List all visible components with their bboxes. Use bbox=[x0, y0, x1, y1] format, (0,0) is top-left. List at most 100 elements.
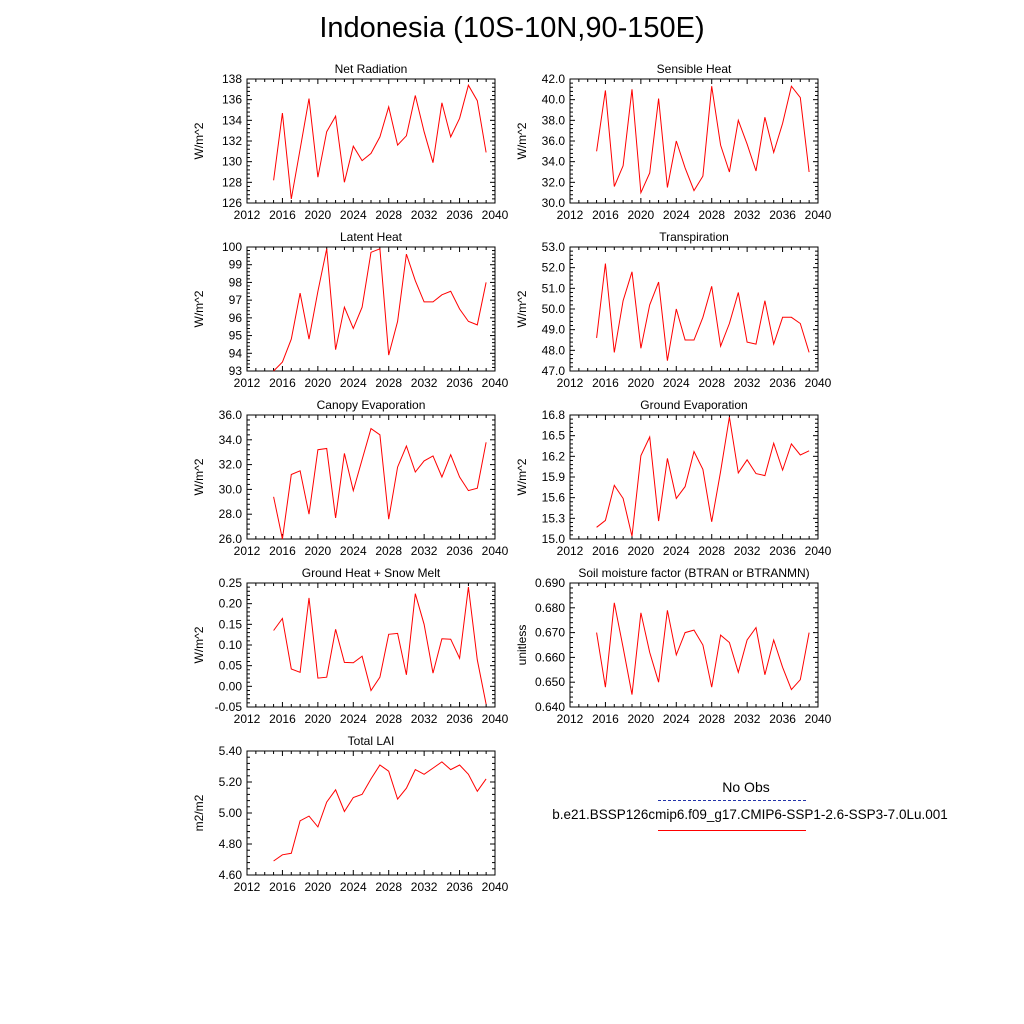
x-tick-label: 2024 bbox=[340, 376, 367, 390]
chart-panel-5: Canopy Evaporation W/m^2 2012 2016 2020 2024 2… bbox=[192, 398, 509, 558]
x-tick-label: 2020 bbox=[628, 712, 655, 726]
x-tick-label: 2024 bbox=[340, 712, 367, 726]
y-tick-label: 52.0 bbox=[542, 261, 566, 275]
x-tick-label: 2040 bbox=[805, 712, 832, 726]
y-tick-label: -0.05 bbox=[215, 700, 243, 714]
x-tick-label: 2032 bbox=[411, 208, 438, 222]
y-tick-label: 48.0 bbox=[542, 343, 566, 357]
y-tick-label: 49.0 bbox=[542, 323, 566, 337]
plot-frame bbox=[569, 582, 819, 708]
plot-frame bbox=[569, 414, 819, 540]
x-tick-label: 2032 bbox=[411, 880, 438, 894]
x-tick-label: 2016 bbox=[269, 208, 296, 222]
chart-panel-1: Net Radiation W/m^2 2012 2016 2020 2024 2028 20… bbox=[192, 62, 509, 222]
x-tick-label: 2016 bbox=[592, 544, 619, 558]
chart-panel-3: Latent Heat W/m^2 2012 2016 2020 2024 2028 2032… bbox=[192, 230, 509, 390]
series-line-1 bbox=[596, 85, 810, 195]
x-tick-label: 2036 bbox=[446, 208, 473, 222]
x-tick-label: 2020 bbox=[305, 376, 332, 390]
chart-panel-4: Transpiration W/m^2 2012 2016 2020 2024 2028 20… bbox=[515, 230, 832, 390]
chart-title: Ground Evaporation bbox=[640, 398, 747, 412]
legend-obs-line bbox=[658, 800, 806, 801]
plot-frame bbox=[246, 78, 496, 204]
y-tick-label: 99 bbox=[229, 258, 243, 272]
y-tick-label: 126 bbox=[222, 196, 242, 210]
page-title: Indonesia (10S-10N,90-150E) bbox=[319, 12, 705, 44]
x-tick-label: 2032 bbox=[734, 712, 761, 726]
chart-title: Canopy Evaporation bbox=[317, 398, 426, 412]
x-tick-label: 2024 bbox=[340, 208, 367, 222]
y-tick-label: 0.640 bbox=[535, 700, 565, 714]
y-tick-label: 15.3 bbox=[542, 511, 566, 525]
chart-panel-7: Ground Heat + Snow Melt W/m^2 2012 2016 2020… bbox=[192, 566, 509, 726]
y-tick-label: 97 bbox=[229, 293, 243, 307]
series-line-1 bbox=[273, 587, 487, 705]
y-tick-label: 95 bbox=[229, 329, 243, 343]
y-tick-label: 93 bbox=[229, 364, 243, 378]
y-axis-label: unitless bbox=[515, 625, 529, 666]
x-tick-label: 2040 bbox=[482, 712, 509, 726]
y-axis-label: W/m^2 bbox=[192, 626, 206, 663]
y-tick-label: 5.40 bbox=[219, 744, 243, 758]
y-tick-label: 15.9 bbox=[542, 470, 566, 484]
y-tick-label: 5.20 bbox=[219, 775, 243, 789]
plot-frame bbox=[569, 246, 819, 372]
x-tick-label: 2040 bbox=[805, 544, 832, 558]
x-tick-label: 2036 bbox=[769, 544, 796, 558]
x-tick-label: 2028 bbox=[698, 544, 725, 558]
series-line-1 bbox=[273, 83, 487, 199]
x-tick-label: 2036 bbox=[769, 376, 796, 390]
series-line-1 bbox=[596, 263, 810, 361]
x-tick-label: 2020 bbox=[628, 208, 655, 222]
x-tick-label: 2020 bbox=[305, 208, 332, 222]
x-tick-label: 2032 bbox=[411, 712, 438, 726]
x-tick-label: 2028 bbox=[375, 712, 402, 726]
plot-frame bbox=[569, 78, 819, 204]
x-tick-label: 2028 bbox=[375, 880, 402, 894]
x-tick-label: 2024 bbox=[340, 544, 367, 558]
x-tick-label: 2028 bbox=[698, 712, 725, 726]
x-tick-label: 2012 bbox=[557, 208, 584, 222]
x-tick-label: 2016 bbox=[269, 712, 296, 726]
y-tick-label: 0.650 bbox=[535, 675, 565, 689]
chart-title: Sensible Heat bbox=[657, 62, 732, 76]
x-tick-label: 2012 bbox=[234, 880, 261, 894]
y-tick-label: 128 bbox=[222, 175, 242, 189]
y-tick-label: 0.15 bbox=[219, 617, 243, 631]
x-tick-label: 2032 bbox=[411, 376, 438, 390]
y-tick-label: 42.0 bbox=[542, 72, 566, 86]
y-tick-label: 0.00 bbox=[219, 679, 243, 693]
plot-frame bbox=[246, 750, 496, 876]
x-tick-label: 2036 bbox=[446, 712, 473, 726]
x-tick-label: 2012 bbox=[234, 208, 261, 222]
x-tick-label: 2024 bbox=[663, 712, 690, 726]
x-tick-label: 2024 bbox=[663, 376, 690, 390]
y-tick-label: 98 bbox=[229, 275, 243, 289]
y-tick-label: 36.0 bbox=[542, 134, 566, 148]
y-tick-label: 51.0 bbox=[542, 281, 566, 295]
y-tick-label: 0.690 bbox=[535, 576, 565, 590]
x-tick-label: 2040 bbox=[482, 880, 509, 894]
y-tick-label: 16.8 bbox=[542, 408, 566, 422]
y-tick-label: 16.5 bbox=[542, 429, 566, 443]
x-tick-label: 2016 bbox=[269, 880, 296, 894]
y-tick-label: 30.0 bbox=[542, 196, 566, 210]
x-tick-label: 2020 bbox=[305, 712, 332, 726]
legend-case-label: b.e21.BSSP126cmip6.f09_g17.CMIP6-SSP1-2.… bbox=[552, 807, 948, 822]
y-axis-label: W/m^2 bbox=[192, 458, 206, 495]
y-tick-label: 26.0 bbox=[219, 532, 243, 546]
y-tick-label: 96 bbox=[229, 311, 243, 325]
x-tick-label: 2012 bbox=[557, 544, 584, 558]
y-tick-label: 34.0 bbox=[219, 433, 243, 447]
x-tick-label: 2024 bbox=[340, 880, 367, 894]
x-tick-label: 2040 bbox=[805, 208, 832, 222]
y-axis-label: W/m^2 bbox=[515, 290, 529, 327]
x-tick-label: 2016 bbox=[592, 376, 619, 390]
plot-frame bbox=[246, 414, 496, 540]
x-tick-label: 2028 bbox=[698, 376, 725, 390]
y-tick-label: 94 bbox=[229, 346, 243, 360]
y-axis-label: W/m^2 bbox=[192, 290, 206, 327]
y-tick-label: 132 bbox=[222, 134, 242, 148]
y-tick-label: 138 bbox=[222, 72, 242, 86]
y-tick-label: 100 bbox=[222, 240, 242, 254]
